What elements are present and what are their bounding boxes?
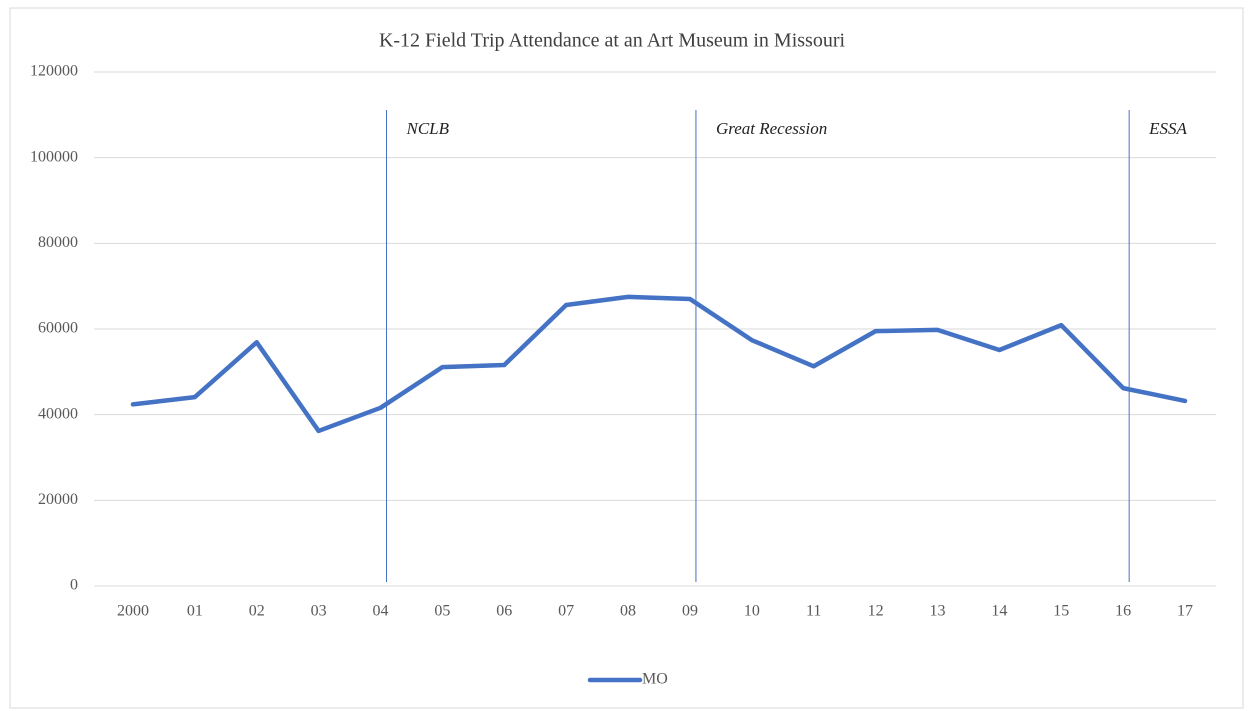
y-tick-label: 100000 — [30, 148, 78, 165]
y-tick-label: 60000 — [38, 320, 78, 337]
y-tick-label: 80000 — [38, 234, 78, 251]
x-tick-label: 13 — [930, 603, 946, 620]
x-tick-label: 15 — [1053, 603, 1069, 620]
x-tick-label: 12 — [868, 603, 884, 620]
chart-title: K-12 Field Trip Attendance at an Art Mus… — [379, 30, 846, 52]
data-line — [130, 294, 1188, 434]
x-tick-label: 05 — [434, 603, 450, 620]
x-tick-label: 03 — [311, 603, 327, 620]
x-tick-label: 17 — [1177, 603, 1193, 620]
y-tick-label: 40000 — [38, 405, 78, 422]
x-tick-label: 01 — [187, 603, 203, 620]
x-tick-label: 14 — [991, 603, 1007, 620]
annotation: ESSA — [1148, 119, 1187, 138]
y-tick-label: 0 — [70, 577, 78, 594]
x-tick-label: 09 — [682, 603, 698, 620]
y-tick-label: 120000 — [30, 63, 78, 80]
chart-border — [9, 7, 1244, 709]
x-tick-label: 02 — [249, 603, 265, 620]
x-tick-label: 10 — [744, 603, 760, 620]
x-tick-label: 16 — [1115, 603, 1131, 620]
annotation: NCLB — [406, 119, 450, 138]
x-tick-label: 11 — [806, 603, 821, 620]
annotation: Great Recession — [716, 119, 827, 138]
x-tick-label: 04 — [373, 603, 389, 620]
legend-label: MO — [642, 671, 668, 688]
x-tick-label: 2000 — [117, 603, 149, 620]
y-tick-label: 20000 — [38, 491, 78, 508]
x-tick-label: 07 — [558, 603, 574, 620]
x-tick-label: 06 — [496, 603, 512, 620]
x-tick-label: 08 — [620, 603, 636, 620]
